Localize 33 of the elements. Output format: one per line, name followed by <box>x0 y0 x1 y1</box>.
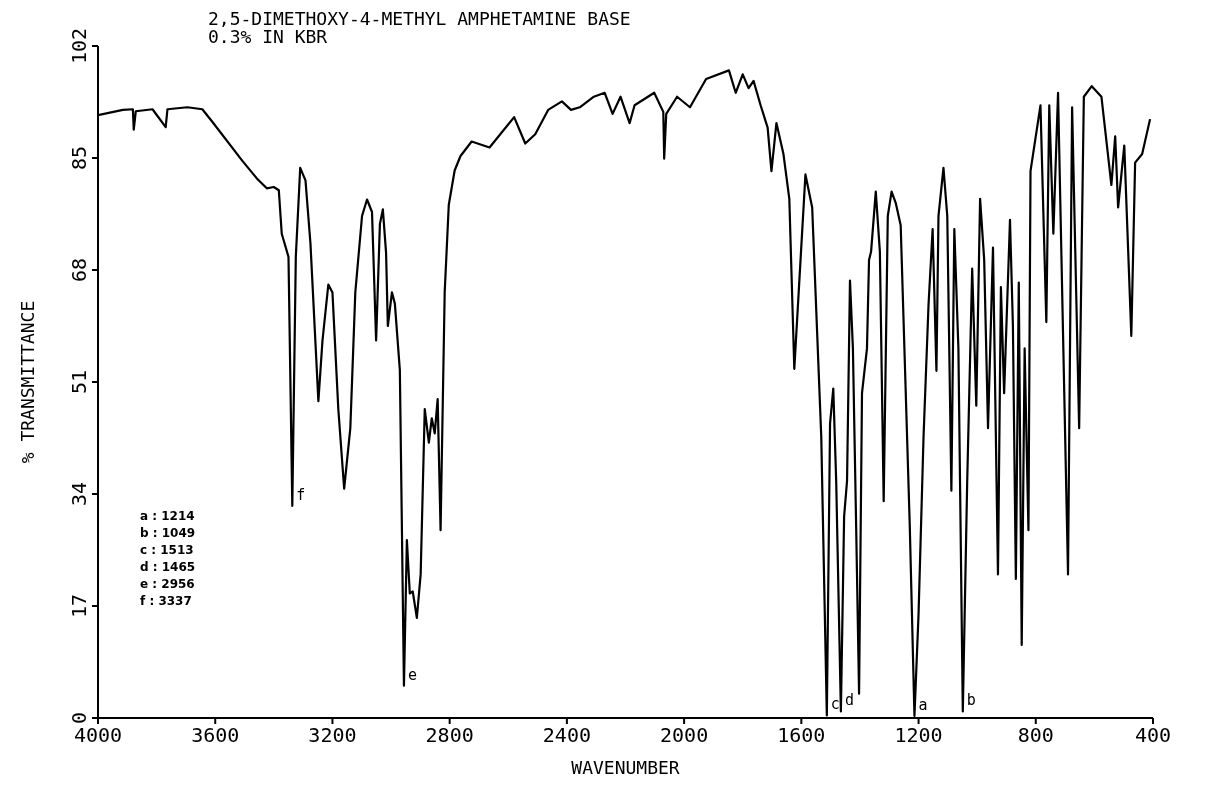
annotation: c <box>830 695 840 714</box>
x-tick-label: 800 <box>1017 723 1054 748</box>
x-tick-label: 2800 <box>425 723 474 748</box>
annotation: b : 1049 <box>140 525 196 542</box>
annotation: e : 2956 <box>140 576 196 593</box>
y-tick-label: 85 <box>67 145 91 171</box>
x-tick-label: 3600 <box>191 723 240 748</box>
x-tick-label: 2400 <box>542 723 591 748</box>
annotation: d : 1465 <box>140 559 196 576</box>
annotation: a : 1214 <box>140 508 196 525</box>
chart-subtitle: 0.3% IN KBR <box>208 26 328 47</box>
chart-title: 2,5-DIMETHOXY-4-METHYL AMPHETAMINE BASE <box>208 8 631 29</box>
x-tick-label: 1600 <box>777 723 826 748</box>
x-tick-label: 3200 <box>308 723 357 748</box>
y-tick-label: 0 <box>67 711 91 725</box>
y-tick-label: 51 <box>67 369 91 395</box>
annotation: f : 3337 <box>140 593 193 610</box>
y-tick-label: 68 <box>67 257 91 283</box>
annotation: b <box>966 691 976 710</box>
annotation: f <box>296 485 306 504</box>
annotation: e <box>407 665 417 684</box>
annotation: d <box>844 691 854 710</box>
y-tick-label: 102 <box>67 27 91 65</box>
x-axis-title: WAVENUMBER <box>571 757 680 778</box>
annotation: c : 1513 <box>140 542 195 559</box>
y-tick-label: 17 <box>67 593 91 619</box>
y-tick-label: 34 <box>67 481 91 507</box>
x-tick-label: 400 <box>1134 723 1172 748</box>
x-tick-label: 2000 <box>660 723 709 748</box>
y-axis-title: % TRANSMITTANCE <box>17 300 39 464</box>
x-tick-label: 1200 <box>894 723 943 748</box>
x-tick-label: 4000 <box>73 723 123 748</box>
annotation: a <box>918 696 928 715</box>
